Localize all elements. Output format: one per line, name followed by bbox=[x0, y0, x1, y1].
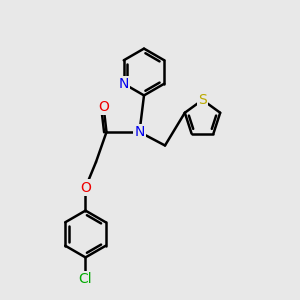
Text: O: O bbox=[80, 181, 91, 194]
Text: N: N bbox=[134, 125, 145, 139]
Text: O: O bbox=[98, 100, 109, 113]
Text: N: N bbox=[118, 77, 129, 91]
Text: S: S bbox=[198, 93, 207, 107]
Text: Cl: Cl bbox=[79, 272, 92, 286]
